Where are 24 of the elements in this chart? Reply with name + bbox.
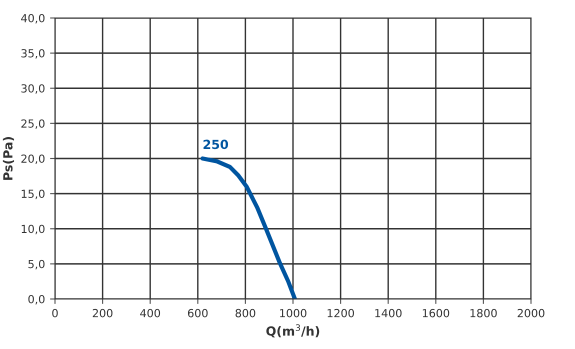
x-tick-label: 400 <box>140 308 160 318</box>
x-tick-label: 1800 <box>470 308 497 318</box>
x-tick-label: 600 <box>188 308 208 318</box>
y-tick-label: 40,0 <box>21 14 45 24</box>
x-tick-label: 800 <box>236 308 256 318</box>
series-label: 250 <box>204 140 228 150</box>
y-axis-title: Ps(Pa) <box>2 137 14 180</box>
y-tick-label: 15,0 <box>22 190 45 200</box>
x-axis-title: Q(m$^{3}$/h) <box>266 324 320 338</box>
x-tick-label: 0 <box>52 308 58 318</box>
y-tick-label: 5,0 <box>28 260 45 270</box>
y-tick-label: 35,0 <box>21 49 45 59</box>
y-tick-label: 25,0 <box>21 119 45 129</box>
y-tick-label: 0,0 <box>28 294 45 305</box>
x-tick-label: 200 <box>92 308 112 318</box>
x-tick-label: 1400 <box>375 308 402 318</box>
x-tick-label: 1000 <box>280 308 306 318</box>
x-tick-label: 2000 <box>518 308 544 318</box>
y-tick-label: 20,0 <box>21 154 45 164</box>
y-tick-label: 10,0 <box>22 224 45 234</box>
y-tick-label: 30,0 <box>21 84 45 94</box>
line-series <box>200 156 297 299</box>
x-tick-label: 1200 <box>328 308 354 318</box>
x-tick-label: 1600 <box>422 308 450 318</box>
